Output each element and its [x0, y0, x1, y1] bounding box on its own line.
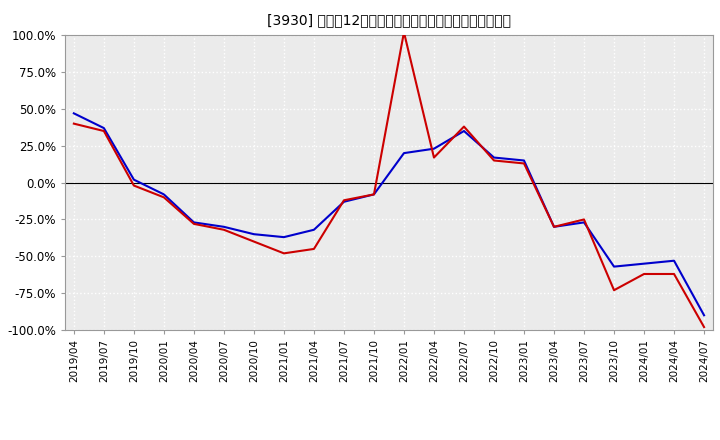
経常利益 [99, 125, 108, 131]
当期純利益 [670, 271, 678, 277]
経常利益 [189, 220, 198, 225]
当期純利益 [549, 224, 558, 230]
当期純利益 [99, 128, 108, 134]
経常利益 [580, 220, 588, 225]
当期純利益 [70, 121, 78, 126]
経常利益 [670, 258, 678, 264]
経常利益 [369, 192, 378, 197]
経常利益 [220, 224, 228, 230]
当期純利益 [459, 124, 468, 129]
当期純利益 [520, 161, 528, 166]
経常利益 [610, 264, 618, 269]
Line: 経常利益: 経常利益 [74, 114, 704, 315]
経常利益 [160, 192, 168, 197]
Title: [3930] 利益の12か月移動合計の対前年同期増減率の推移: [3930] 利益の12か月移動合計の対前年同期増減率の推移 [267, 13, 511, 27]
当期純利益 [400, 29, 408, 35]
経常利益 [400, 150, 408, 156]
Line: 当期純利益: 当期純利益 [74, 32, 704, 327]
経常利益 [130, 177, 138, 182]
当期純利益 [189, 221, 198, 227]
当期純利益 [639, 271, 648, 277]
経常利益 [520, 158, 528, 163]
当期純利益 [220, 227, 228, 232]
当期純利益 [250, 239, 258, 244]
当期純利益 [369, 192, 378, 197]
当期純利益 [310, 246, 318, 252]
経常利益 [490, 155, 498, 160]
経常利益 [310, 227, 318, 232]
当期純利益 [490, 158, 498, 163]
当期純利益 [160, 194, 168, 200]
当期純利益 [700, 324, 708, 330]
経常利益 [70, 111, 78, 116]
当期純利益 [580, 217, 588, 222]
経常利益 [279, 235, 288, 240]
経常利益 [700, 312, 708, 318]
経常利益 [639, 261, 648, 266]
当期純利益 [279, 251, 288, 256]
経常利益 [430, 146, 438, 151]
経常利益 [459, 128, 468, 134]
経常利益 [340, 199, 348, 205]
当期純利益 [430, 155, 438, 160]
当期純利益 [340, 198, 348, 203]
経常利益 [549, 224, 558, 230]
当期純利益 [610, 288, 618, 293]
当期純利益 [130, 183, 138, 188]
経常利益 [250, 231, 258, 237]
